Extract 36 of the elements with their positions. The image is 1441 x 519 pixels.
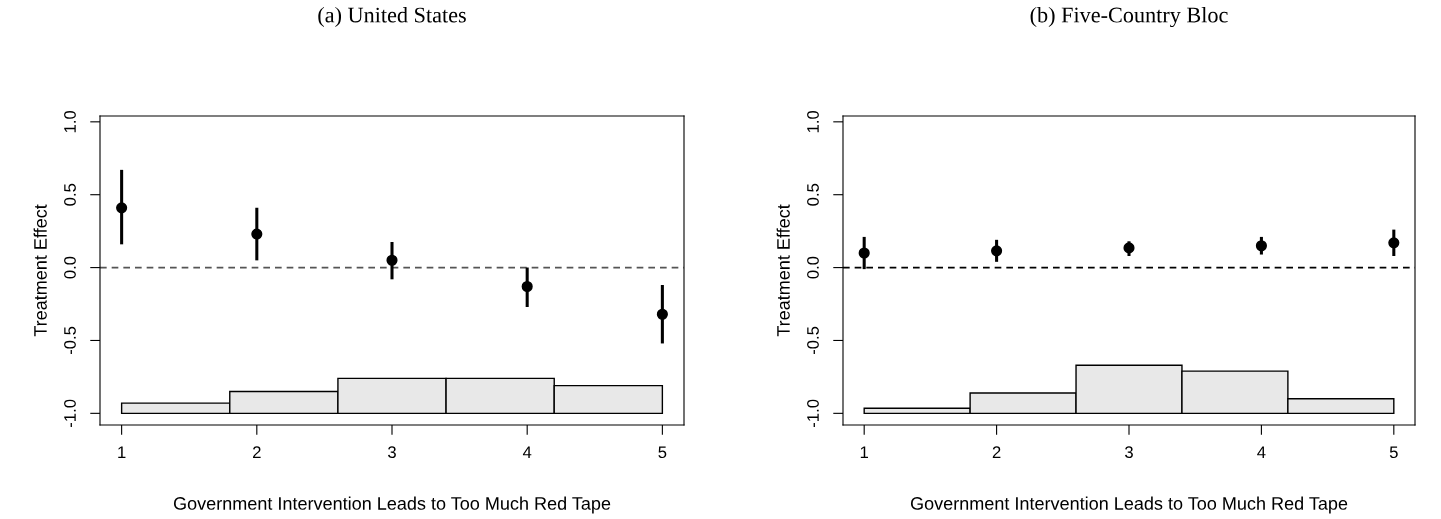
point — [521, 280, 533, 293]
x-tick-label: 5 — [658, 446, 667, 459]
y-tick-label: -1.0 — [64, 399, 76, 427]
point — [1388, 237, 1400, 249]
point — [656, 308, 668, 320]
point — [1123, 242, 1135, 254]
y-tick-label: 0.5 — [64, 183, 76, 206]
y-axis-title: Treatment Effect — [776, 204, 790, 337]
point — [116, 202, 128, 214]
y-tick-label: 0.0 — [64, 256, 76, 279]
x-tick-label: 4 — [1257, 446, 1266, 458]
x-tick-label: 5 — [1389, 446, 1398, 459]
x-tick-label: 3 — [388, 446, 396, 459]
y-tick-label: 1.0 — [64, 110, 76, 133]
x-tick-label: 1 — [118, 446, 126, 458]
point — [858, 247, 870, 259]
point — [251, 228, 263, 240]
x-axis-title: Government Intervention Leads to Too Much Red Tape — [173, 496, 611, 514]
y-tick-label: -0.5 — [64, 326, 76, 355]
x-tick-label: 3 — [1125, 446, 1133, 459]
y-tick-label: 1.0 — [807, 110, 819, 133]
point — [991, 245, 1003, 257]
chart-title: (a) United States — [318, 6, 466, 28]
y-tick-label: 0.0 — [807, 256, 819, 279]
y-tick-label: 0.5 — [807, 183, 819, 206]
y-tick-label: -0.5 — [807, 326, 819, 355]
point — [386, 254, 398, 266]
x-tick-label: 2 — [992, 446, 1001, 458]
x-axis-title: Government Intervention Leads to Too Much Red Tape — [910, 496, 1348, 514]
x-tick-label: 4 — [522, 446, 532, 458]
y-tick-label: -1.0 — [807, 399, 819, 427]
y-axis-title: Treatment Effect — [33, 204, 47, 337]
chart-title: (b) Five-Country Bloc — [1030, 6, 1228, 28]
x-tick-label: 1 — [860, 446, 869, 458]
point — [1255, 240, 1267, 252]
x-tick-label: 2 — [253, 446, 261, 458]
